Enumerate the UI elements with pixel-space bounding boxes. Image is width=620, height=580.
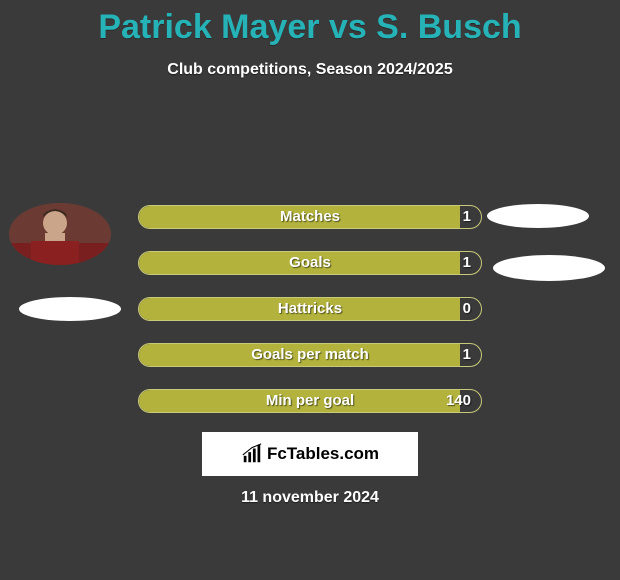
stat-bar-hattricks: Hattricks 0: [138, 297, 482, 321]
bar-chart-icon: [241, 443, 263, 465]
stat-label: Goals per match: [139, 344, 481, 366]
stat-value: 1: [463, 206, 471, 228]
player-right-oval-1: [487, 204, 589, 228]
stat-value: 1: [463, 344, 471, 366]
stat-bars: Matches 1 Goals 1 Hattricks 0 Goals per …: [138, 205, 482, 435]
stat-bar-min-per-goal: Min per goal 140: [138, 389, 482, 413]
stat-bar-matches: Matches 1: [138, 205, 482, 229]
player-left-name-oval: [19, 297, 121, 321]
page-title: Patrick Mayer vs S. Busch: [0, 0, 620, 47]
stat-label: Goals: [139, 252, 481, 274]
player-left-avatar: [9, 203, 111, 265]
snapshot-date: 11 november 2024: [0, 489, 620, 507]
stat-label: Hattricks: [139, 298, 481, 320]
logo-text: FcTables.com: [267, 444, 379, 464]
player-right-oval-2: [493, 255, 605, 281]
stat-bar-goals: Goals 1: [138, 251, 482, 275]
stat-bar-goals-per-match: Goals per match 1: [138, 343, 482, 367]
source-logo: FcTables.com: [202, 432, 418, 476]
stat-label: Matches: [139, 206, 481, 228]
stat-label: Min per goal: [139, 390, 481, 412]
player-photo-placeholder: [9, 203, 111, 265]
stat-value: 140: [446, 390, 471, 412]
stat-value: 1: [463, 252, 471, 274]
subtitle: Club competitions, Season 2024/2025: [0, 61, 620, 79]
stat-value: 0: [463, 298, 471, 320]
